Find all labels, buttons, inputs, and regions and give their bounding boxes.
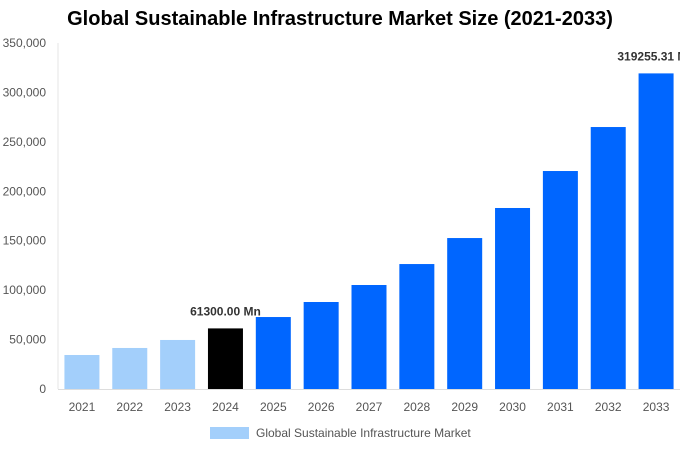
bar-2029 [447, 238, 483, 389]
x-tick-label: 2025 [260, 400, 287, 414]
bar-2025 [255, 317, 291, 389]
x-tick-label: 2026 [308, 400, 335, 414]
x-tick-label: 2030 [499, 400, 526, 414]
y-tick-label: 250,000 [3, 135, 47, 149]
bar-2026 [303, 302, 339, 389]
x-tick-label: 2022 [116, 400, 143, 414]
x-tick-label: 2029 [451, 400, 478, 414]
y-tick-label: 150,000 [3, 234, 47, 248]
y-tick-label: 300,000 [3, 85, 47, 99]
bar-2033 [638, 73, 674, 390]
bar-2032 [590, 127, 626, 390]
y-tick-label: 100,000 [3, 283, 47, 297]
x-tick-label: 2028 [403, 400, 430, 414]
bar-2021 [64, 354, 100, 389]
bar-2023 [160, 339, 196, 389]
legend-swatch [210, 427, 249, 439]
x-tick-label: 2031 [547, 400, 574, 414]
bar-2027 [351, 285, 387, 389]
bar-2022 [112, 347, 148, 389]
y-tick-label: 350,000 [3, 36, 47, 50]
data-label: 61300.00 Mn [190, 304, 261, 318]
x-tick-label: 2027 [356, 400, 383, 414]
bar-2031 [542, 171, 578, 389]
x-tick-label: 2023 [164, 400, 191, 414]
chart-title: Global Sustainable Infrastructure Market… [67, 8, 613, 30]
y-tick-label: 50,000 [9, 333, 46, 347]
x-tick-label: 2032 [595, 400, 622, 414]
y-tick-label: 200,000 [3, 184, 47, 198]
bar-2030 [495, 207, 531, 389]
legend-label: Global Sustainable Infrastructure Market [256, 426, 471, 440]
bar-2028 [399, 264, 435, 389]
bar-2024 [207, 328, 243, 389]
data-label: 319255.31 Mn [617, 49, 680, 63]
y-tick-label: 0 [39, 382, 46, 396]
x-tick-label: 2024 [212, 400, 239, 414]
x-tick-label: 2033 [643, 400, 670, 414]
x-tick-label: 2021 [69, 400, 96, 414]
